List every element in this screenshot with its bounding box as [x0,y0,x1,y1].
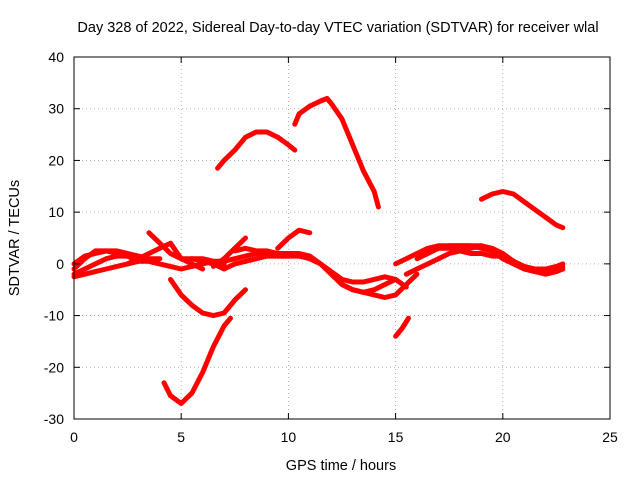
series-track-mid-c [232,245,291,256]
series-track-dip-c [328,271,420,300]
x-tick-label-3: 15 [388,429,404,445]
series-track-upper-a [215,129,298,171]
x-tick-label-1: 5 [177,429,185,445]
series-track-short-neg [393,315,411,339]
series-layer [71,95,566,406]
series-track-upper-b [292,95,381,210]
y-tick-label-2: -10 [44,308,64,324]
series-track-hump [275,227,313,251]
y-tick-label-5: 20 [48,152,64,168]
x-tick-label-2: 10 [281,429,297,445]
series-track-late-d [436,243,566,277]
plot-frame [73,56,611,420]
series-track-mid-a [189,253,291,272]
y-tick-label-4: 10 [48,204,64,220]
y-tick-label-7: 40 [48,49,64,65]
x-tick-label-5: 25 [602,429,618,445]
y-tick-label-0: -30 [44,411,64,427]
series-track-baseline-d [71,258,163,280]
series-track-mid-b [210,235,248,269]
x-tick-label-4: 20 [495,429,511,445]
series-track-cross-up [125,240,206,272]
series-track-deep [161,315,233,406]
x-tick-label-0: 0 [70,429,78,445]
x-axis-title: GPS time / hours [286,458,396,474]
x-ticks: 0 5 10 15 20 25 [70,57,618,445]
y-tick-label-3: 0 [56,256,64,272]
y-ticks: -30 -20 -10 0 10 20 30 40 [44,49,610,427]
series-track-late-c [414,245,506,262]
y-tick-label-6: 30 [48,101,64,117]
series-track-baseline-c [71,248,141,267]
series-track-bowl [168,276,248,319]
chart-title: Day 328 of 2022, Sidereal Day-to-day VTE… [77,20,598,36]
series-track-late-upper [478,189,566,231]
series-track-dip-b [307,256,409,290]
y-axis-title: SDTVAR / TECUs [7,180,23,296]
y-tick-label-1: -20 [44,359,64,375]
